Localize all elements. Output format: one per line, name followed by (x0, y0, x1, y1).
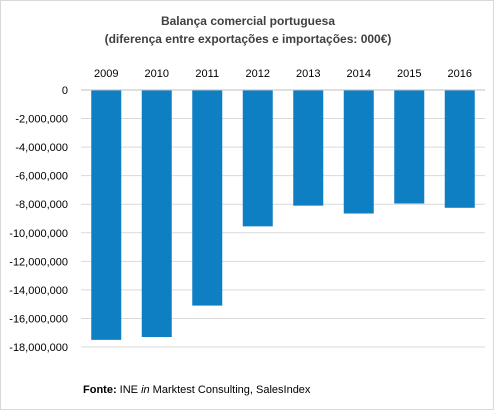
x-tick-label: 2011 (195, 68, 219, 80)
bar-2011 (192, 90, 223, 306)
x-tick-label: 2013 (296, 68, 320, 80)
bars (91, 90, 475, 340)
y-axis-ticks: 0 -2,000,000 -4,000,000 -6,000,000 -8,000,00… (9, 85, 68, 354)
x-tick-label: 2012 (246, 68, 270, 80)
source-label: Fonte: (83, 384, 117, 396)
chart-subtitle: (diferença entre exportações e importaçõ… (104, 32, 392, 46)
y-tick-label: -4,000,000 (15, 142, 68, 154)
source-italic: in (141, 384, 150, 396)
x-tick-label: 2015 (397, 68, 421, 80)
chart-title: Balança comercial portuguesa (160, 14, 336, 28)
y-tick-label: -18,000,000 (9, 342, 68, 354)
y-tick-label: -12,000,000 (9, 256, 68, 268)
x-axis-ticks: 2009 2010 2011 2012 2013 2014 2015 2016 (94, 68, 472, 80)
bar-2010 (141, 90, 172, 338)
source-text-1: INE (116, 384, 142, 396)
gridlines (81, 118, 485, 348)
y-tick-label: -6,000,000 (15, 171, 68, 183)
y-tick-label: -8,000,000 (15, 199, 68, 211)
y-tick-label: -10,000,000 (9, 228, 68, 240)
bar-2014 (343, 90, 374, 214)
bar-2015 (394, 90, 425, 204)
bar-2012 (242, 90, 273, 227)
y-tick-label: -14,000,000 (9, 285, 68, 297)
bar-2009 (91, 90, 122, 340)
x-tick-label: 2014 (347, 68, 371, 80)
source-note: Fonte: INE in Marktest Consulting, Sales… (83, 384, 310, 396)
y-tick-label: -2,000,000 (15, 114, 68, 126)
y-tick-label: 0 (62, 85, 68, 97)
y-tick-label: -16,000,000 (9, 313, 68, 325)
x-tick-label: 2010 (145, 68, 169, 80)
source-text-2: Marktest Consulting, SalesIndex (149, 384, 311, 396)
bar-2013 (293, 90, 324, 206)
bar-2016 (444, 90, 475, 208)
x-tick-label: 2016 (448, 68, 472, 80)
x-tick-label: 2009 (94, 68, 118, 80)
